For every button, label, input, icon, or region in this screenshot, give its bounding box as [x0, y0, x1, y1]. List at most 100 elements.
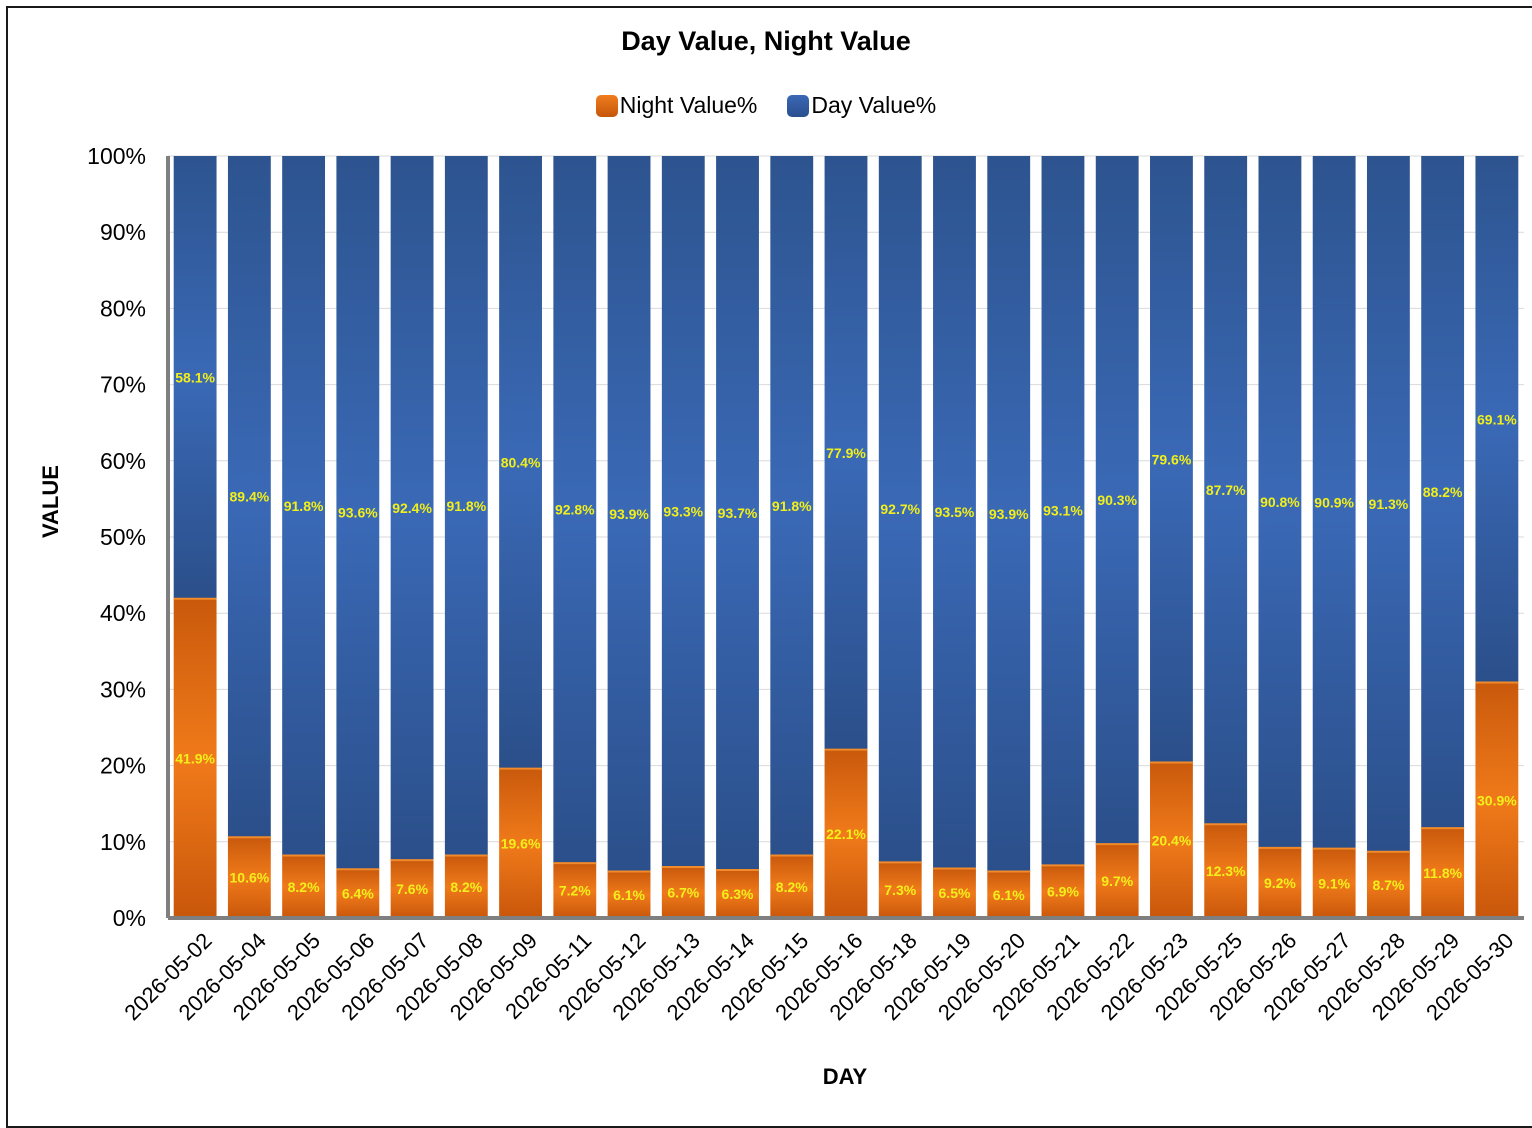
data-label-day: 93.5%: [935, 504, 975, 520]
bar-night: [336, 869, 380, 918]
bar-night: [607, 871, 651, 918]
bar-night: [1150, 762, 1193, 918]
data-label-night: 9.2%: [1264, 875, 1296, 891]
bar-day: [336, 156, 380, 870]
y-tick-label: 50%: [100, 524, 146, 550]
bar-day: [1095, 156, 1139, 845]
bar-night: [661, 866, 705, 918]
bar-night: [282, 855, 326, 918]
bar-day: [282, 156, 326, 856]
bar-night: [227, 837, 271, 918]
legend-item-day[interactable]: Day Value%: [787, 92, 936, 119]
y-tick-label: 80%: [100, 295, 146, 321]
bar-day: [933, 156, 976, 869]
data-label-day: 93.1%: [1043, 503, 1083, 519]
data-label-night: 8.7%: [1372, 877, 1404, 893]
legend-swatch-night: [595, 94, 618, 117]
bar-night: [1366, 851, 1410, 918]
legend: Night Value% Day Value%: [0, 92, 1532, 119]
data-label-night: 7.2%: [559, 883, 591, 899]
bar-night: [1041, 865, 1085, 918]
data-label-day: 93.9%: [609, 506, 649, 522]
bar-day: [1475, 156, 1519, 683]
data-label-day: 80.4%: [501, 454, 541, 470]
data-label-day: 69.1%: [1477, 411, 1517, 427]
data-label-day: 92.8%: [555, 502, 595, 518]
bar-day: [607, 156, 651, 872]
y-axis-title: VALUE: [38, 465, 63, 538]
data-label-night: 6.1%: [613, 887, 645, 903]
data-label-day: 90.9%: [1314, 494, 1354, 510]
data-label-night: 30.9%: [1477, 792, 1517, 808]
data-label-day: 93.9%: [989, 506, 1029, 522]
y-tick-label: 40%: [100, 600, 146, 626]
bar-night: [933, 868, 976, 918]
bar-day: [987, 156, 1031, 872]
data-label-night: 7.6%: [396, 881, 428, 897]
data-label-night: 7.3%: [884, 882, 916, 898]
data-label-night: 9.7%: [1101, 873, 1133, 889]
bar-night: [390, 860, 434, 918]
bar-night: [878, 862, 922, 918]
bar-day: [1366, 156, 1410, 852]
data-label-night: 6.5%: [939, 885, 971, 901]
bar-day: [173, 156, 217, 599]
data-label-day: 92.7%: [880, 501, 920, 517]
y-tick-label: 70%: [100, 372, 146, 398]
bar-day: [1312, 156, 1356, 849]
bar-day: [661, 156, 705, 867]
data-label-day: 93.6%: [338, 505, 378, 521]
bar-night: [716, 869, 759, 918]
bar-night: [499, 768, 542, 918]
data-label-day: 89.4%: [230, 489, 270, 505]
legend-item-night[interactable]: Night Value%: [595, 92, 757, 119]
bar-night: [1421, 828, 1465, 918]
bar-day: [878, 156, 922, 863]
data-label-night: 10.6%: [230, 870, 270, 886]
y-tick-label: 60%: [100, 448, 146, 474]
data-label-night: 6.3%: [722, 886, 754, 902]
y-tick-label: 30%: [100, 676, 146, 702]
data-label-night: 11.8%: [1423, 865, 1462, 881]
legend-swatch-day: [787, 94, 810, 117]
data-label-day: 79.6%: [1152, 451, 1192, 467]
data-label-night: 12.3%: [1206, 863, 1246, 879]
data-label-day: 58.1%: [175, 369, 215, 385]
x-axis-title: DAY: [822, 1064, 868, 1089]
bar-night: [173, 598, 217, 918]
bar-day: [1150, 156, 1193, 763]
bar-night: [444, 855, 488, 918]
data-label-day: 91.8%: [284, 498, 324, 514]
data-label-night: 6.1%: [993, 887, 1025, 903]
bar-day: [1041, 156, 1085, 866]
bar-day: [1421, 156, 1465, 829]
bar-day: [444, 156, 488, 856]
data-label-night: 20.4%: [1152, 832, 1192, 848]
data-label-night: 19.6%: [501, 835, 541, 851]
data-label-night: 6.7%: [667, 884, 699, 900]
data-label-day: 93.3%: [663, 503, 703, 519]
bar-day: [390, 156, 434, 861]
bar-day: [716, 156, 759, 870]
bar-night: [1475, 682, 1519, 918]
bar-day: [499, 156, 542, 769]
legend-label-day: Day Value%: [811, 92, 937, 118]
bar-night: [1095, 844, 1139, 918]
data-label-day: 91.8%: [772, 498, 812, 514]
data-label-day: 92.4%: [392, 500, 432, 516]
y-tick-label: 20%: [100, 753, 146, 779]
data-label-day: 88.2%: [1423, 484, 1463, 500]
data-label-day: 91.3%: [1369, 496, 1409, 512]
data-label-night: 8.2%: [450, 879, 482, 895]
bar-day: [770, 156, 814, 856]
bar-night: [1312, 848, 1356, 918]
bar-day: [1204, 156, 1248, 825]
bar-night: [553, 863, 597, 918]
bar-night: [987, 871, 1031, 918]
y-tick-label: 10%: [100, 829, 146, 855]
y-tick-label: 100%: [87, 143, 146, 169]
bar-night: [1204, 824, 1248, 918]
data-label-night: 8.2%: [776, 879, 808, 895]
bar-day: [1258, 156, 1302, 848]
data-label-night: 6.9%: [1047, 884, 1079, 900]
